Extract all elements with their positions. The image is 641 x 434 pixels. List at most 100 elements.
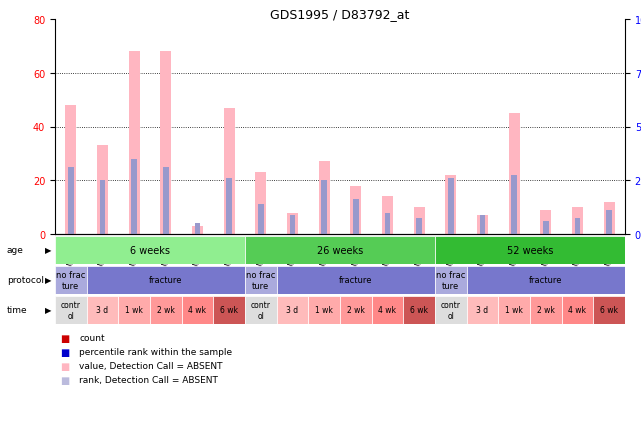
- Bar: [498, 296, 530, 324]
- Text: no frac
ture: no frac ture: [56, 271, 85, 290]
- Bar: [258, 205, 263, 234]
- Text: 6 wk: 6 wk: [600, 306, 618, 315]
- Text: 3 d: 3 d: [96, 306, 108, 315]
- Text: 52 weeks: 52 weeks: [507, 246, 553, 256]
- Bar: [372, 296, 403, 324]
- Text: protocol: protocol: [7, 276, 44, 285]
- Bar: [512, 175, 517, 234]
- Text: 3 d: 3 d: [476, 306, 488, 315]
- Text: ■: ■: [60, 333, 69, 343]
- Text: value, Detection Call = ABSENT: value, Detection Call = ABSENT: [79, 362, 222, 371]
- Bar: [477, 216, 488, 234]
- Text: 2 wk: 2 wk: [157, 306, 175, 315]
- Bar: [119, 296, 150, 324]
- Bar: [467, 296, 498, 324]
- Bar: [435, 237, 625, 264]
- Text: ▶: ▶: [46, 246, 52, 255]
- Text: rank, Detection Call = ABSENT: rank, Detection Call = ABSENT: [79, 376, 218, 385]
- Bar: [540, 210, 551, 234]
- Bar: [319, 162, 329, 234]
- Text: fracture: fracture: [529, 276, 563, 285]
- Bar: [530, 296, 562, 324]
- Text: 2 wk: 2 wk: [537, 306, 554, 315]
- Bar: [245, 266, 277, 294]
- Bar: [508, 114, 520, 234]
- Bar: [160, 52, 171, 234]
- Text: 4 wk: 4 wk: [188, 306, 206, 315]
- Bar: [382, 197, 393, 234]
- Bar: [445, 175, 456, 234]
- Text: 1 wk: 1 wk: [315, 306, 333, 315]
- Text: no frac
ture: no frac ture: [246, 271, 276, 290]
- Text: ■: ■: [60, 375, 69, 385]
- Bar: [321, 181, 327, 234]
- Text: contr
ol: contr ol: [251, 301, 271, 320]
- Bar: [448, 178, 454, 234]
- Text: age: age: [7, 246, 24, 255]
- Bar: [277, 266, 435, 294]
- Text: count: count: [79, 334, 105, 343]
- Bar: [594, 296, 625, 324]
- Bar: [129, 52, 140, 234]
- Bar: [606, 210, 612, 234]
- Bar: [353, 200, 359, 234]
- Bar: [87, 266, 245, 294]
- Bar: [604, 202, 615, 234]
- Bar: [403, 296, 435, 324]
- Bar: [150, 296, 181, 324]
- Text: 3 d: 3 d: [287, 306, 299, 315]
- Bar: [350, 186, 362, 234]
- Bar: [255, 173, 267, 234]
- Bar: [195, 224, 201, 234]
- Text: 4 wk: 4 wk: [569, 306, 587, 315]
- Bar: [226, 178, 232, 234]
- Bar: [192, 227, 203, 234]
- Text: percentile rank within the sample: percentile rank within the sample: [79, 348, 232, 357]
- Text: ▶: ▶: [46, 306, 52, 315]
- Bar: [543, 221, 549, 234]
- Text: ■: ■: [60, 347, 69, 357]
- Text: 6 weeks: 6 weeks: [130, 246, 170, 256]
- Bar: [55, 266, 87, 294]
- Text: 1 wk: 1 wk: [125, 306, 143, 315]
- Bar: [163, 168, 169, 234]
- Bar: [562, 296, 594, 324]
- Bar: [97, 146, 108, 234]
- Bar: [385, 213, 390, 234]
- Bar: [435, 266, 467, 294]
- Bar: [55, 237, 245, 264]
- Bar: [87, 296, 119, 324]
- Bar: [435, 296, 467, 324]
- Bar: [181, 296, 213, 324]
- Bar: [99, 181, 105, 234]
- Bar: [68, 168, 74, 234]
- Bar: [574, 218, 580, 234]
- Text: 6 wk: 6 wk: [220, 306, 238, 315]
- Text: 26 weeks: 26 weeks: [317, 246, 363, 256]
- Text: 2 wk: 2 wk: [347, 306, 365, 315]
- Bar: [290, 216, 296, 234]
- Bar: [277, 296, 308, 324]
- Bar: [65, 106, 76, 234]
- Bar: [413, 207, 425, 234]
- Text: time: time: [7, 306, 28, 315]
- Bar: [213, 296, 245, 324]
- Bar: [308, 296, 340, 324]
- Text: 6 wk: 6 wk: [410, 306, 428, 315]
- Text: GDS1995 / D83792_at: GDS1995 / D83792_at: [271, 8, 410, 21]
- Text: ▶: ▶: [46, 276, 52, 285]
- Text: contr
ol: contr ol: [61, 301, 81, 320]
- Text: contr
ol: contr ol: [441, 301, 461, 320]
- Bar: [224, 108, 235, 234]
- Bar: [55, 296, 87, 324]
- Bar: [131, 159, 137, 234]
- Text: no frac
ture: no frac ture: [436, 271, 465, 290]
- Bar: [245, 296, 277, 324]
- Text: fracture: fracture: [339, 276, 372, 285]
- Bar: [572, 207, 583, 234]
- Bar: [287, 213, 298, 234]
- Text: fracture: fracture: [149, 276, 183, 285]
- Bar: [467, 266, 625, 294]
- Text: 1 wk: 1 wk: [505, 306, 523, 315]
- Bar: [245, 237, 435, 264]
